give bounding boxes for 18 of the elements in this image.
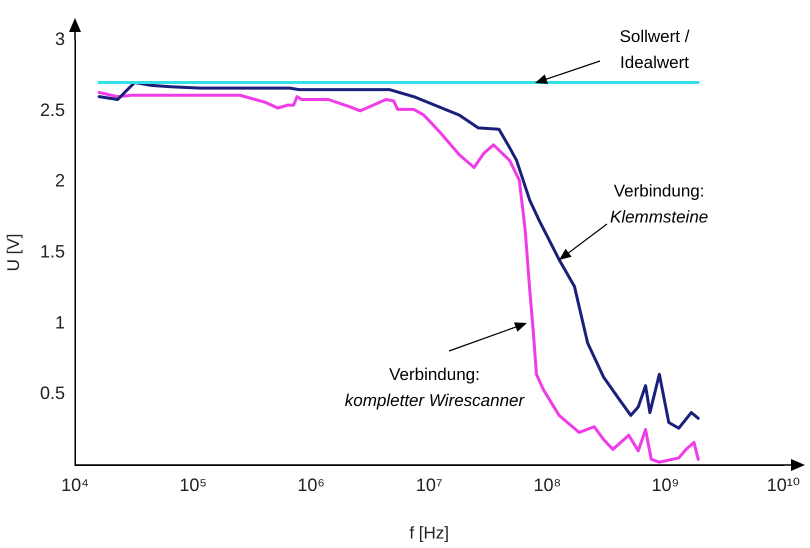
y-tick-label: 1.5 bbox=[40, 241, 65, 262]
x-tick-label: 10⁹ bbox=[651, 474, 680, 495]
annotation: Verbindung: kompletter Wirescanner bbox=[344, 365, 526, 410]
annotation: Verbindung: Klemmsteine bbox=[610, 181, 708, 226]
x-tick-label: 10⁷ bbox=[416, 474, 442, 495]
x-tick-label: 10⁵ bbox=[179, 474, 207, 495]
y-tick-label: 2 bbox=[54, 170, 65, 191]
x-tick-label: 10¹⁰ bbox=[766, 474, 800, 495]
x-axis-title: f [Hz] bbox=[409, 523, 450, 542]
annotation: Sollwert / Idealwert bbox=[620, 27, 690, 72]
y-tick-label: 2.5 bbox=[40, 100, 65, 120]
y-tick-label: 3 bbox=[54, 28, 65, 49]
x-tick-label: 10⁸ bbox=[533, 474, 562, 495]
y-tick-label: 1 bbox=[54, 312, 65, 332]
y-tick-label: 0.5 bbox=[40, 383, 65, 404]
x-tick-label: 10⁴ bbox=[61, 474, 89, 495]
y-axis-title: U [V] bbox=[4, 234, 23, 272]
x-tick-label: 10⁶ bbox=[297, 474, 325, 495]
